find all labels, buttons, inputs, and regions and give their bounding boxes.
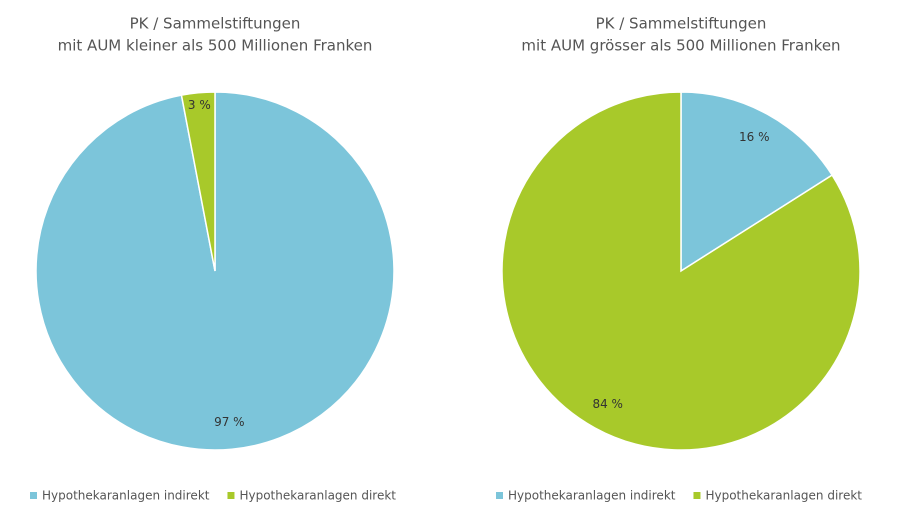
pie-slice: [680, 91, 834, 273]
chart-title: PK / Sammelstiftungen: [596, 15, 767, 33]
legend-label: Hypothekaranlagen indirekt: [42, 489, 210, 503]
chart-title: PK / Sammelstiftungen: [130, 15, 301, 33]
pie-slice: [180, 91, 216, 272]
pie-slice: [35, 91, 395, 451]
chart-subtitle: mit AUM kleiner als 500 Millionen Franke…: [58, 37, 373, 55]
legend-label: Hypothekaranlagen direkt: [705, 489, 862, 503]
data-label: 84 %: [592, 397, 623, 411]
legend-swatch: [496, 492, 503, 499]
legend-swatch: [30, 492, 37, 499]
legend-label: Hypothekaranlagen indirekt: [508, 489, 676, 503]
data-label: 16 %: [739, 130, 770, 144]
legend-label: Hypothekaranlagen direkt: [239, 489, 396, 503]
pie-slice: [501, 91, 861, 451]
legend-swatch: [693, 492, 701, 499]
chart-subtitle: mit AUM grösser als 500 Millionen Franke…: [521, 37, 840, 55]
data-label: 97 %: [214, 415, 245, 429]
data-label: 3 %: [188, 98, 211, 112]
legend-swatch: [227, 492, 235, 499]
